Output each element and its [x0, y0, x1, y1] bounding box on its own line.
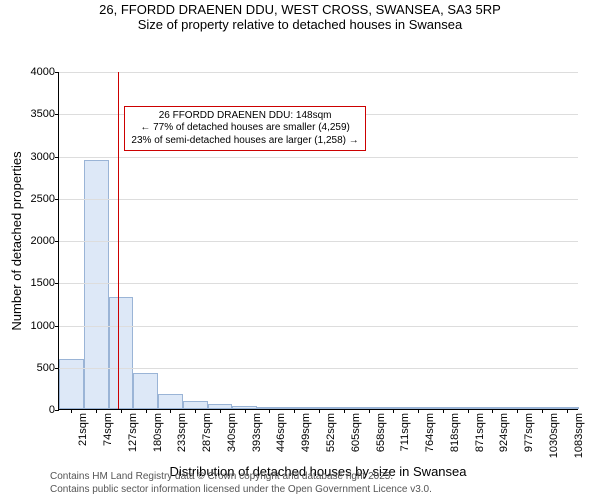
x-tick-mark — [492, 409, 493, 413]
y-tick-mark — [55, 241, 59, 242]
histogram-bar — [109, 297, 134, 409]
reference-marker-line — [118, 72, 119, 409]
x-tick-mark — [121, 409, 122, 413]
grid-line — [59, 72, 578, 73]
x-tick-label: 924sqm — [496, 413, 510, 452]
x-tick-mark — [220, 409, 221, 413]
x-tick-label: 446sqm — [273, 413, 287, 452]
title-line2: Size of property relative to detached ho… — [0, 17, 600, 32]
annotation-line2: ← 77% of detached houses are smaller (4,… — [131, 122, 358, 135]
footer: Contains HM Land Registry data © Crown c… — [0, 468, 600, 496]
x-tick-label: 1030sqm — [546, 413, 560, 458]
x-tick-label: 977sqm — [521, 413, 535, 452]
footer-line2: Contains public sector information licen… — [50, 483, 600, 496]
x-tick-label: 605sqm — [348, 413, 362, 452]
x-tick-mark — [195, 409, 196, 413]
x-tick-label: 393sqm — [249, 413, 263, 452]
x-tick-mark — [418, 409, 419, 413]
x-tick-label: 340sqm — [224, 413, 238, 452]
histogram-bar — [183, 401, 208, 409]
x-tick-mark — [245, 409, 246, 413]
y-tick-mark — [55, 368, 59, 369]
x-tick-mark — [344, 409, 345, 413]
x-tick-mark — [542, 409, 543, 413]
x-tick-mark — [468, 409, 469, 413]
x-tick-mark — [96, 409, 97, 413]
grid-line — [59, 326, 578, 327]
x-tick-mark — [319, 409, 320, 413]
histogram-bar — [59, 359, 84, 409]
annotation-box: 26 FFORDD DRAENEN DDU: 148sqm ← 77% of d… — [124, 106, 365, 152]
annotation-line1: 26 FFORDD DRAENEN DDU: 148sqm — [131, 110, 358, 123]
x-tick-label: 499sqm — [298, 413, 312, 452]
x-tick-mark — [369, 409, 370, 413]
x-tick-mark — [294, 409, 295, 413]
x-tick-label: 1083sqm — [571, 413, 585, 458]
y-tick-mark — [55, 114, 59, 115]
x-tick-mark — [393, 409, 394, 413]
x-tick-mark — [146, 409, 147, 413]
x-tick-label: 233sqm — [174, 413, 188, 452]
x-tick-label: 180sqm — [150, 413, 164, 452]
y-tick-mark — [55, 410, 59, 411]
histogram-bar — [158, 394, 183, 409]
title-line1: 26, FFORDD DRAENEN DDU, WEST CROSS, SWAN… — [0, 0, 600, 17]
y-tick-mark — [55, 283, 59, 284]
x-tick-mark — [170, 409, 171, 413]
x-tick-mark — [443, 409, 444, 413]
y-axis-title: Number of detached properties — [9, 151, 24, 330]
x-tick-mark — [567, 409, 568, 413]
grid-line — [59, 199, 578, 200]
histogram-bar — [133, 373, 158, 409]
x-tick-label: 127sqm — [125, 413, 139, 452]
x-tick-label: 287sqm — [199, 413, 213, 452]
x-tick-mark — [517, 409, 518, 413]
grid-line — [59, 241, 578, 242]
x-tick-mark — [269, 409, 270, 413]
histogram-bar — [84, 160, 109, 409]
x-tick-label: 711sqm — [397, 413, 411, 451]
x-tick-label: 871sqm — [472, 413, 486, 452]
plot-region: 26 FFORDD DRAENEN DDU: 148sqm ← 77% of d… — [58, 72, 578, 410]
x-tick-label: 658sqm — [373, 413, 387, 452]
x-tick-label: 21sqm — [75, 413, 89, 446]
x-tick-label: 764sqm — [422, 413, 436, 452]
footer-line1: Contains HM Land Registry data © Crown c… — [50, 470, 600, 483]
y-tick-mark — [55, 199, 59, 200]
y-tick-mark — [55, 157, 59, 158]
annotation-line3: 23% of semi-detached houses are larger (… — [131, 135, 358, 148]
x-tick-label: 74sqm — [100, 413, 114, 446]
chart-titles: 26, FFORDD DRAENEN DDU, WEST CROSS, SWAN… — [0, 0, 600, 32]
grid-line — [59, 283, 578, 284]
chart-area: 26 FFORDD DRAENEN DDU: 148sqm ← 77% of d… — [0, 32, 600, 480]
y-tick-mark — [55, 326, 59, 327]
x-tick-label: 818sqm — [447, 413, 461, 452]
y-tick-mark — [55, 72, 59, 73]
grid-line — [59, 157, 578, 158]
x-tick-mark — [71, 409, 72, 413]
x-tick-label: 552sqm — [323, 413, 337, 452]
grid-line — [59, 368, 578, 369]
